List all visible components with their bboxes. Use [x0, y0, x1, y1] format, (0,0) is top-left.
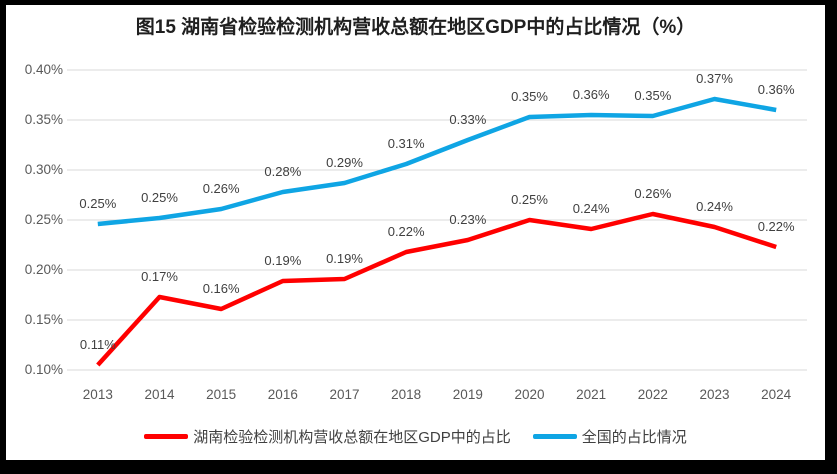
data-label-national-2021: 0.36%	[572, 87, 610, 102]
chart-frame: 图15 湖南省检验检测机构营收总额在地区GDP中的占比情况（%） 0.40% 0.…	[6, 5, 825, 460]
data-label-national-2016: 0.28%	[264, 164, 302, 179]
y-tick-0.30%: 0.30%	[24, 162, 63, 177]
x-tick-2017: 2017	[329, 387, 360, 402]
x-tick-2021: 2021	[576, 387, 607, 402]
x-tick-2015: 2015	[206, 387, 237, 402]
data-label-national-2015: 0.26%	[202, 181, 240, 196]
data-label-hunan-2018: 0.22%	[387, 224, 425, 239]
legend-label-national: 全国的占比情况	[581, 428, 687, 446]
series-line-hunan	[96, 211, 777, 367]
x-tick-2023: 2023	[699, 387, 730, 402]
chart-title: 图15 湖南省检验检测机构营收总额在地区GDP中的占比情况（%）	[135, 17, 696, 38]
x-tick-2013: 2013	[82, 387, 113, 402]
data-label-hunan-2020: 0.25%	[511, 192, 548, 207]
data-label-hunan-2015: 0.16%	[202, 281, 240, 296]
data-label-national-2018: 0.31%	[387, 136, 425, 151]
x-tick-2018: 2018	[391, 387, 422, 402]
y-tick-0.10%: 0.10%	[24, 362, 63, 377]
data-label-national-2020: 0.35%	[511, 89, 548, 104]
data-label-national-2019: 0.33%	[449, 112, 487, 127]
data-label-national-2017: 0.29%	[326, 155, 363, 170]
series-line-national	[97, 96, 777, 227]
y-tick-0.25%: 0.25%	[24, 212, 63, 227]
y-tick-0.15%: 0.15%	[24, 312, 63, 327]
data-label-hunan-2016: 0.19%	[264, 253, 302, 268]
data-label-hunan-2022: 0.26%	[634, 186, 672, 201]
plot-area	[67, 69, 807, 371]
x-tick-2022: 2022	[637, 387, 668, 402]
data-label-hunan-2013: 0.11%	[79, 337, 116, 352]
data-label-national-2023: 0.37%	[696, 71, 733, 86]
y-tick-0.35%: 0.35%	[24, 112, 63, 127]
x-tick-2024: 2024	[761, 387, 792, 402]
data-label-hunan-2019: 0.23%	[449, 212, 487, 227]
x-tick-2020: 2020	[514, 387, 545, 402]
data-label-national-2024: 0.36%	[757, 82, 795, 97]
legend-label-hunan: 湖南检验检测机构营收总额在地区GDP中的占比	[193, 428, 511, 446]
data-label-hunan-2024: 0.22%	[757, 219, 795, 234]
x-tick-2016: 2016	[267, 387, 298, 402]
legend-line-swatch-national	[532, 433, 577, 439]
x-tick-2019: 2019	[452, 387, 483, 402]
y-tick-0.40%: 0.40%	[24, 62, 63, 77]
y-tick-0.20%: 0.20%	[24, 262, 63, 277]
data-label-hunan-2023: 0.24%	[696, 199, 733, 214]
data-label-hunan-2021: 0.24%	[572, 201, 610, 216]
data-label-national-2022: 0.35%	[634, 88, 672, 103]
legend: 湖南检验检测机构营收总额在地区GDP中的占比 全国的占比情况	[6, 426, 825, 446]
x-tick-2014: 2014	[144, 387, 175, 402]
data-label-national-2013: 0.25%	[79, 196, 117, 211]
data-label-hunan-2017: 0.19%	[326, 251, 363, 266]
legend-line-swatch-hunan	[144, 433, 189, 439]
data-label-hunan-2014: 0.17%	[141, 269, 178, 284]
data-label-national-2014: 0.25%	[141, 190, 178, 205]
